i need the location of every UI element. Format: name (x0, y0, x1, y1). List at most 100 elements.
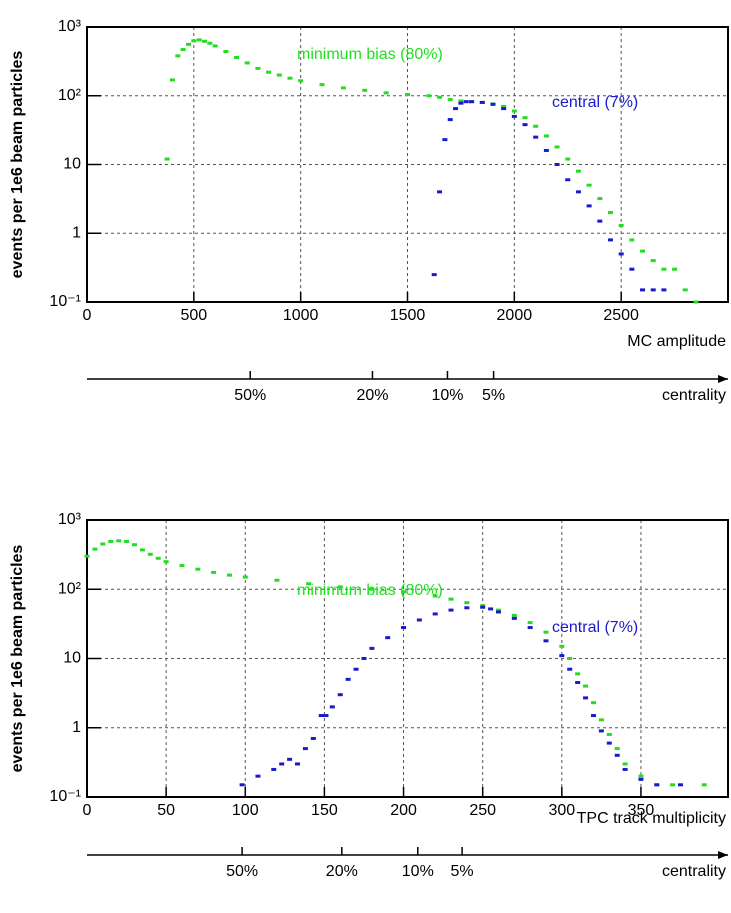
data-point (401, 626, 407, 630)
data-point (361, 657, 367, 660)
x-tick-label: 50 (157, 802, 175, 819)
data-point (437, 190, 443, 194)
data-point (84, 554, 90, 558)
centrality-tick-label: 50% (226, 863, 258, 880)
data-point (340, 86, 346, 90)
data-point (147, 552, 153, 556)
data-point (329, 705, 335, 709)
data-point (607, 238, 613, 242)
data-point (559, 644, 565, 648)
data-point (618, 223, 624, 227)
data-point (295, 762, 301, 766)
data-point (464, 606, 470, 610)
data-point (255, 66, 261, 70)
data-point (298, 79, 304, 83)
data-point (511, 613, 517, 617)
data-point (701, 783, 707, 787)
centrality-arrow (718, 375, 728, 383)
plot-frame (86, 519, 729, 798)
data-point (650, 259, 656, 263)
y-tick-label: 1 (72, 719, 81, 736)
x-tick-label: 0 (83, 802, 92, 819)
data-point (575, 190, 581, 194)
centrality-tick-label: 50% (234, 387, 266, 404)
x-tick-label: 1500 (390, 307, 426, 324)
data-point (606, 741, 612, 745)
data-point (401, 590, 407, 594)
data-point (431, 273, 437, 277)
data-point (458, 101, 464, 105)
data-point (202, 39, 208, 43)
data-point (638, 774, 644, 778)
data-point (242, 575, 248, 579)
data-point (670, 783, 676, 787)
x-axis-label: TPC track multiplicity (577, 810, 726, 827)
data-point (175, 54, 181, 58)
data-point (614, 753, 620, 757)
data-point (640, 288, 646, 292)
data-point (511, 109, 517, 113)
x-tick-label: 0 (83, 307, 92, 324)
data-point (196, 38, 202, 42)
data-point (650, 288, 656, 292)
data-point (337, 585, 343, 589)
data-point (607, 211, 613, 215)
data-point (223, 50, 229, 54)
data-point (274, 578, 280, 582)
data-point (565, 157, 571, 161)
series-label: central (7%) (552, 619, 638, 636)
data-point (195, 567, 201, 571)
data-point (266, 70, 272, 74)
data-point (554, 145, 560, 149)
data-point (116, 539, 122, 543)
data-point (437, 95, 443, 99)
y-axis-label: events per 1e6 beam particles (9, 545, 26, 773)
data-point (124, 539, 130, 543)
data-point (598, 729, 604, 733)
data-point (682, 288, 688, 292)
centrality-label: centrality (662, 863, 726, 880)
y-tick-label: 10² (58, 87, 82, 104)
data-point (405, 93, 410, 97)
data-point (448, 597, 454, 601)
series-label: minimum bias (80%) (297, 46, 443, 63)
data-point (207, 41, 213, 45)
x-tick-label: 200 (390, 802, 417, 819)
data-point (369, 587, 375, 591)
data-point (598, 718, 604, 722)
data-point (479, 100, 485, 104)
data-point (554, 163, 560, 166)
data-point (108, 539, 114, 543)
data-point (239, 783, 245, 787)
data-point (369, 646, 375, 650)
data-point (385, 636, 391, 640)
data-point (432, 594, 438, 598)
data-point (212, 44, 218, 48)
data-point (488, 607, 494, 611)
x-tick-label: 300 (548, 802, 575, 819)
data-point (672, 267, 678, 271)
data-point (319, 83, 325, 87)
x-axis-label: MC amplitude (627, 333, 726, 350)
data-point (622, 767, 628, 771)
y-tick-label: 10 (63, 156, 81, 173)
data-point (92, 547, 98, 551)
y-tick-label: 10³ (58, 511, 82, 528)
data-point (310, 736, 316, 740)
plot-frame (86, 26, 729, 303)
data-point (163, 560, 169, 564)
data-point (480, 605, 486, 609)
centrality-tick-label: 10% (431, 387, 463, 404)
data-point (501, 107, 507, 111)
data-point (567, 657, 573, 660)
data-point (583, 684, 589, 688)
data-point (179, 564, 185, 568)
data-point (511, 616, 517, 620)
centrality-tick-label: 10% (402, 863, 434, 880)
data-point (586, 183, 592, 187)
data-point (255, 774, 261, 778)
centrality-tick-label: 20% (326, 863, 358, 880)
x-tick-label: 150 (311, 802, 338, 819)
